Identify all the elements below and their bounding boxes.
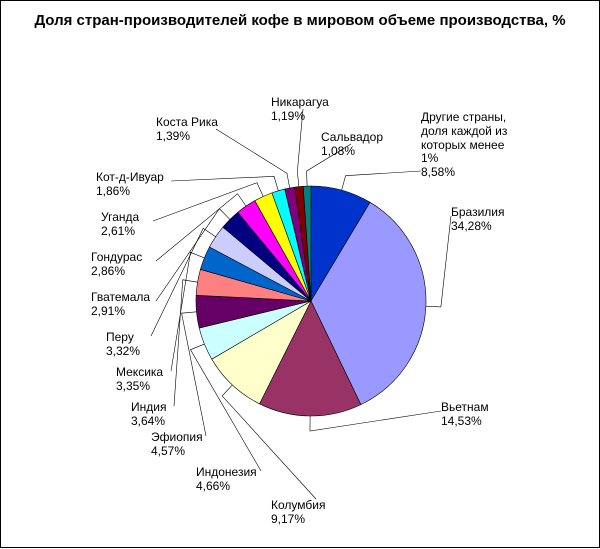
leader-line	[426, 216, 451, 307]
slice-label: Индия 3,64%	[131, 401, 166, 429]
slice-label: Никарагуа 1,19%	[271, 96, 329, 124]
leader-line	[174, 280, 198, 406]
pie-chart-container: Доля стран-производителей кофе в мировом…	[0, 0, 600, 548]
slice-label: Уганда 2,61%	[101, 211, 139, 239]
slice-label: Бразилия 34,28%	[451, 206, 505, 234]
slice-label: Сальвадор 1,08%	[321, 131, 383, 159]
slice-label: Эфиопия 4,57%	[151, 431, 203, 459]
slice-label: Коста Рика 1,39%	[156, 116, 218, 144]
slice-label: Кот-д-Ивуар 1,86%	[96, 171, 164, 199]
slice-label: Гватемала 2,91%	[91, 291, 150, 319]
slice-label: Колумбия 9,17%	[271, 499, 325, 527]
slice-label: Другие страны, доля каждой из которых ме…	[421, 111, 507, 180]
leader-line	[171, 176, 278, 190]
slice-label: Гондурас 2,86%	[91, 251, 142, 279]
leader-line	[342, 171, 421, 190]
slice-label: Вьетнам 14,53%	[441, 401, 489, 429]
slice-label: Мексика 3,35%	[116, 366, 163, 394]
leader-line	[216, 129, 290, 188]
slice-label: Перу 3,32%	[106, 331, 140, 359]
slice-label: Индонезия 4,66%	[196, 466, 257, 494]
